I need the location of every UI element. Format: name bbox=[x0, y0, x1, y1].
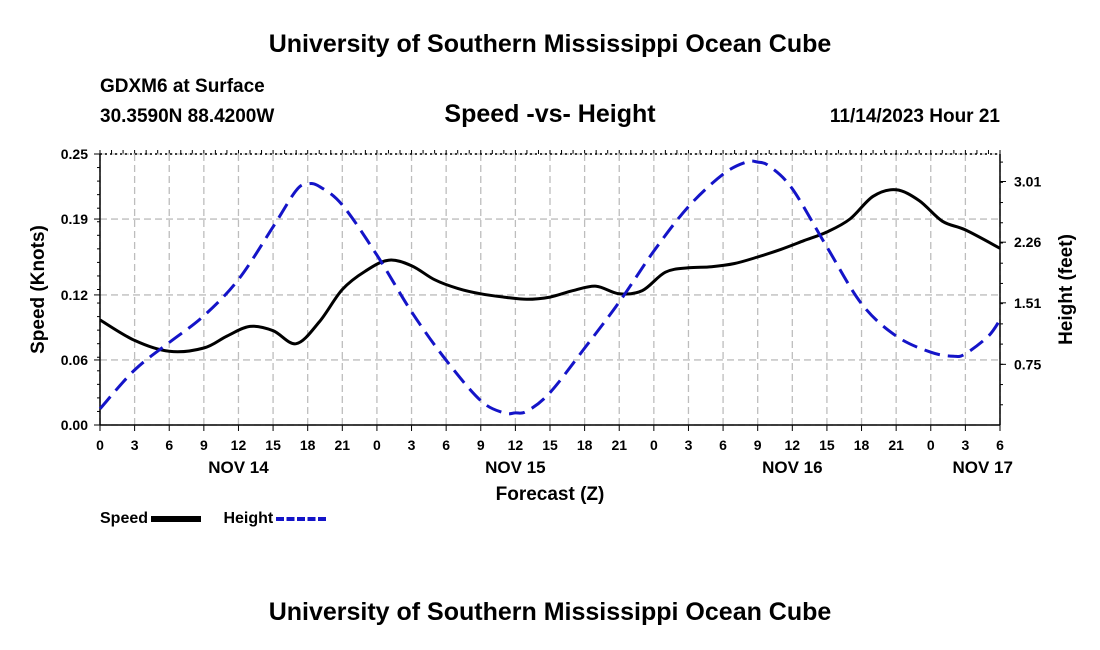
x-tick-label: 3 bbox=[685, 437, 693, 453]
x-tick-label: 0 bbox=[650, 437, 658, 453]
x-tick-label: 18 bbox=[300, 437, 316, 453]
legend-height-swatch bbox=[276, 517, 327, 521]
x-day-label: NOV 15 bbox=[485, 458, 545, 477]
x-tick-label: 21 bbox=[611, 437, 627, 453]
x-tick-label: 3 bbox=[408, 437, 416, 453]
x-tick-label: 3 bbox=[961, 437, 969, 453]
y-tick-label: 0.00 bbox=[61, 417, 88, 433]
x-tick-label: 18 bbox=[854, 437, 870, 453]
chart-subtitle: Speed -vs- Height bbox=[444, 100, 656, 128]
y-tick-label: 0.06 bbox=[61, 352, 88, 368]
x-tick-label: 12 bbox=[508, 437, 524, 453]
x-tick-label: 9 bbox=[754, 437, 762, 453]
x-tick-label: 6 bbox=[719, 437, 727, 453]
legend-speed-label: Speed bbox=[100, 510, 149, 527]
x-tick-label: 15 bbox=[819, 437, 835, 453]
x-tick-label: 0 bbox=[96, 437, 104, 453]
y2-tick-label: 3.01 bbox=[1014, 174, 1041, 190]
y-tick-label: 0.19 bbox=[61, 211, 88, 227]
x-tick-label: 6 bbox=[442, 437, 450, 453]
x-tick-label: 15 bbox=[265, 437, 281, 453]
coordinates-label: 30.3590N 88.4200W bbox=[100, 106, 275, 127]
x-tick-label: 9 bbox=[200, 437, 208, 453]
station-label: GDXM6 at Surface bbox=[100, 76, 265, 97]
x-day-label: NOV 16 bbox=[762, 458, 822, 477]
y2-tick-label: 1.51 bbox=[1014, 295, 1041, 311]
x-tick-label: 3 bbox=[131, 437, 139, 453]
y2-tick-label: 2.26 bbox=[1014, 234, 1041, 250]
y2-tick-label: 0.75 bbox=[1014, 356, 1041, 372]
legend-height-label: Height bbox=[223, 510, 274, 527]
x-tick-label: 0 bbox=[373, 437, 381, 453]
y-axis-title: Speed (Knots) bbox=[28, 225, 49, 354]
x-tick-label: 15 bbox=[542, 437, 558, 453]
main-title: University of Southern Mississippi Ocean… bbox=[268, 30, 832, 58]
x-day-label: NOV 14 bbox=[208, 458, 269, 477]
series-line-height bbox=[98, 159, 1002, 416]
legend-speed-swatch bbox=[151, 516, 202, 522]
x-tick-label: 21 bbox=[335, 437, 351, 453]
x-tick-label: 6 bbox=[996, 437, 1004, 453]
x-tick-label: 0 bbox=[927, 437, 935, 453]
footer-title: University of Southern Mississippi Ocean… bbox=[268, 598, 832, 626]
series-line-speed bbox=[99, 188, 1001, 354]
y-tick-label: 0.25 bbox=[61, 146, 88, 162]
y-tick-label: 0.12 bbox=[61, 287, 88, 303]
x-tick-label: 21 bbox=[888, 437, 904, 453]
x-axis-title: Forecast (Z) bbox=[496, 484, 605, 505]
y2-axis-title: Height (feet) bbox=[1056, 234, 1077, 345]
forecast-datetime: 11/14/2023 Hour 21 bbox=[829, 106, 1000, 127]
x-tick-label: 12 bbox=[231, 437, 247, 453]
x-tick-label: 12 bbox=[785, 437, 801, 453]
legend-item-speed: Speed bbox=[100, 510, 202, 528]
x-tick-label: 9 bbox=[477, 437, 485, 453]
legend: Speed Height bbox=[100, 510, 344, 528]
legend-item-height: Height bbox=[223, 510, 327, 528]
x-tick-label: 18 bbox=[577, 437, 593, 453]
x-tick-label: 6 bbox=[165, 437, 173, 453]
x-day-label: NOV 17 bbox=[952, 458, 1012, 477]
